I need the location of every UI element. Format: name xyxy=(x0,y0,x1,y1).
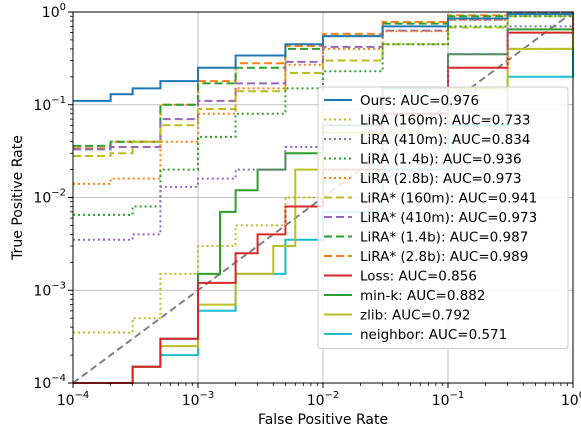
legend-label: min-k: AUC=0.882 xyxy=(360,288,486,304)
legend-label: LiRA* (1.4b): AUC=0.987 xyxy=(360,230,528,246)
legend-label: LiRA (2.8b): AUC=0.973 xyxy=(360,171,522,187)
series-line xyxy=(73,12,574,334)
legend-label: LiRA (160m): AUC=0.733 xyxy=(360,113,530,129)
legend-label: LiRA (1.4b): AUC=0.936 xyxy=(360,152,522,168)
legend: Ours: AUC=0.976 LiRA (160m): AUC=0.733 LiR… xyxy=(317,86,569,349)
legend-label: Loss: AUC=0.856 xyxy=(360,269,477,285)
x-tick-label: 100 xyxy=(561,390,581,409)
series-line xyxy=(73,12,574,384)
legend-label: zlib: AUC=0.792 xyxy=(360,308,471,324)
y-tick-label: 10−1 xyxy=(33,95,66,114)
legend-label: LiRA (410m): AUC=0.834 xyxy=(360,132,530,148)
y-axis-label: True Positive Rate xyxy=(10,135,26,261)
x-tick-label: 10−3 xyxy=(182,390,215,409)
y-tick-label: 10−3 xyxy=(33,280,66,299)
x-tick-label: 10−4 xyxy=(57,390,90,409)
series-line xyxy=(73,12,574,185)
legend-label: neighbor: AUC=0.571 xyxy=(360,327,507,343)
series-line xyxy=(73,12,574,241)
y-tick-label: 10−4 xyxy=(33,373,66,392)
x-axis-label: False Positive Rate xyxy=(258,412,388,428)
legend-label: LiRA* (2.8b): AUC=0.989 xyxy=(360,249,528,265)
legend-label: LiRA* (160m): AUC=0.941 xyxy=(360,191,537,207)
x-tick-label: 10−1 xyxy=(432,390,465,409)
legend-label: LiRA* (410m): AUC=0.973 xyxy=(360,210,537,226)
legend-box xyxy=(317,86,569,349)
series-line xyxy=(73,12,574,102)
y-tick-label: 10−2 xyxy=(33,188,66,207)
y-tick-label: 100 xyxy=(42,2,66,21)
legend-label: Ours: AUC=0.976 xyxy=(360,93,479,109)
x-tick-label: 10−2 xyxy=(307,390,340,409)
